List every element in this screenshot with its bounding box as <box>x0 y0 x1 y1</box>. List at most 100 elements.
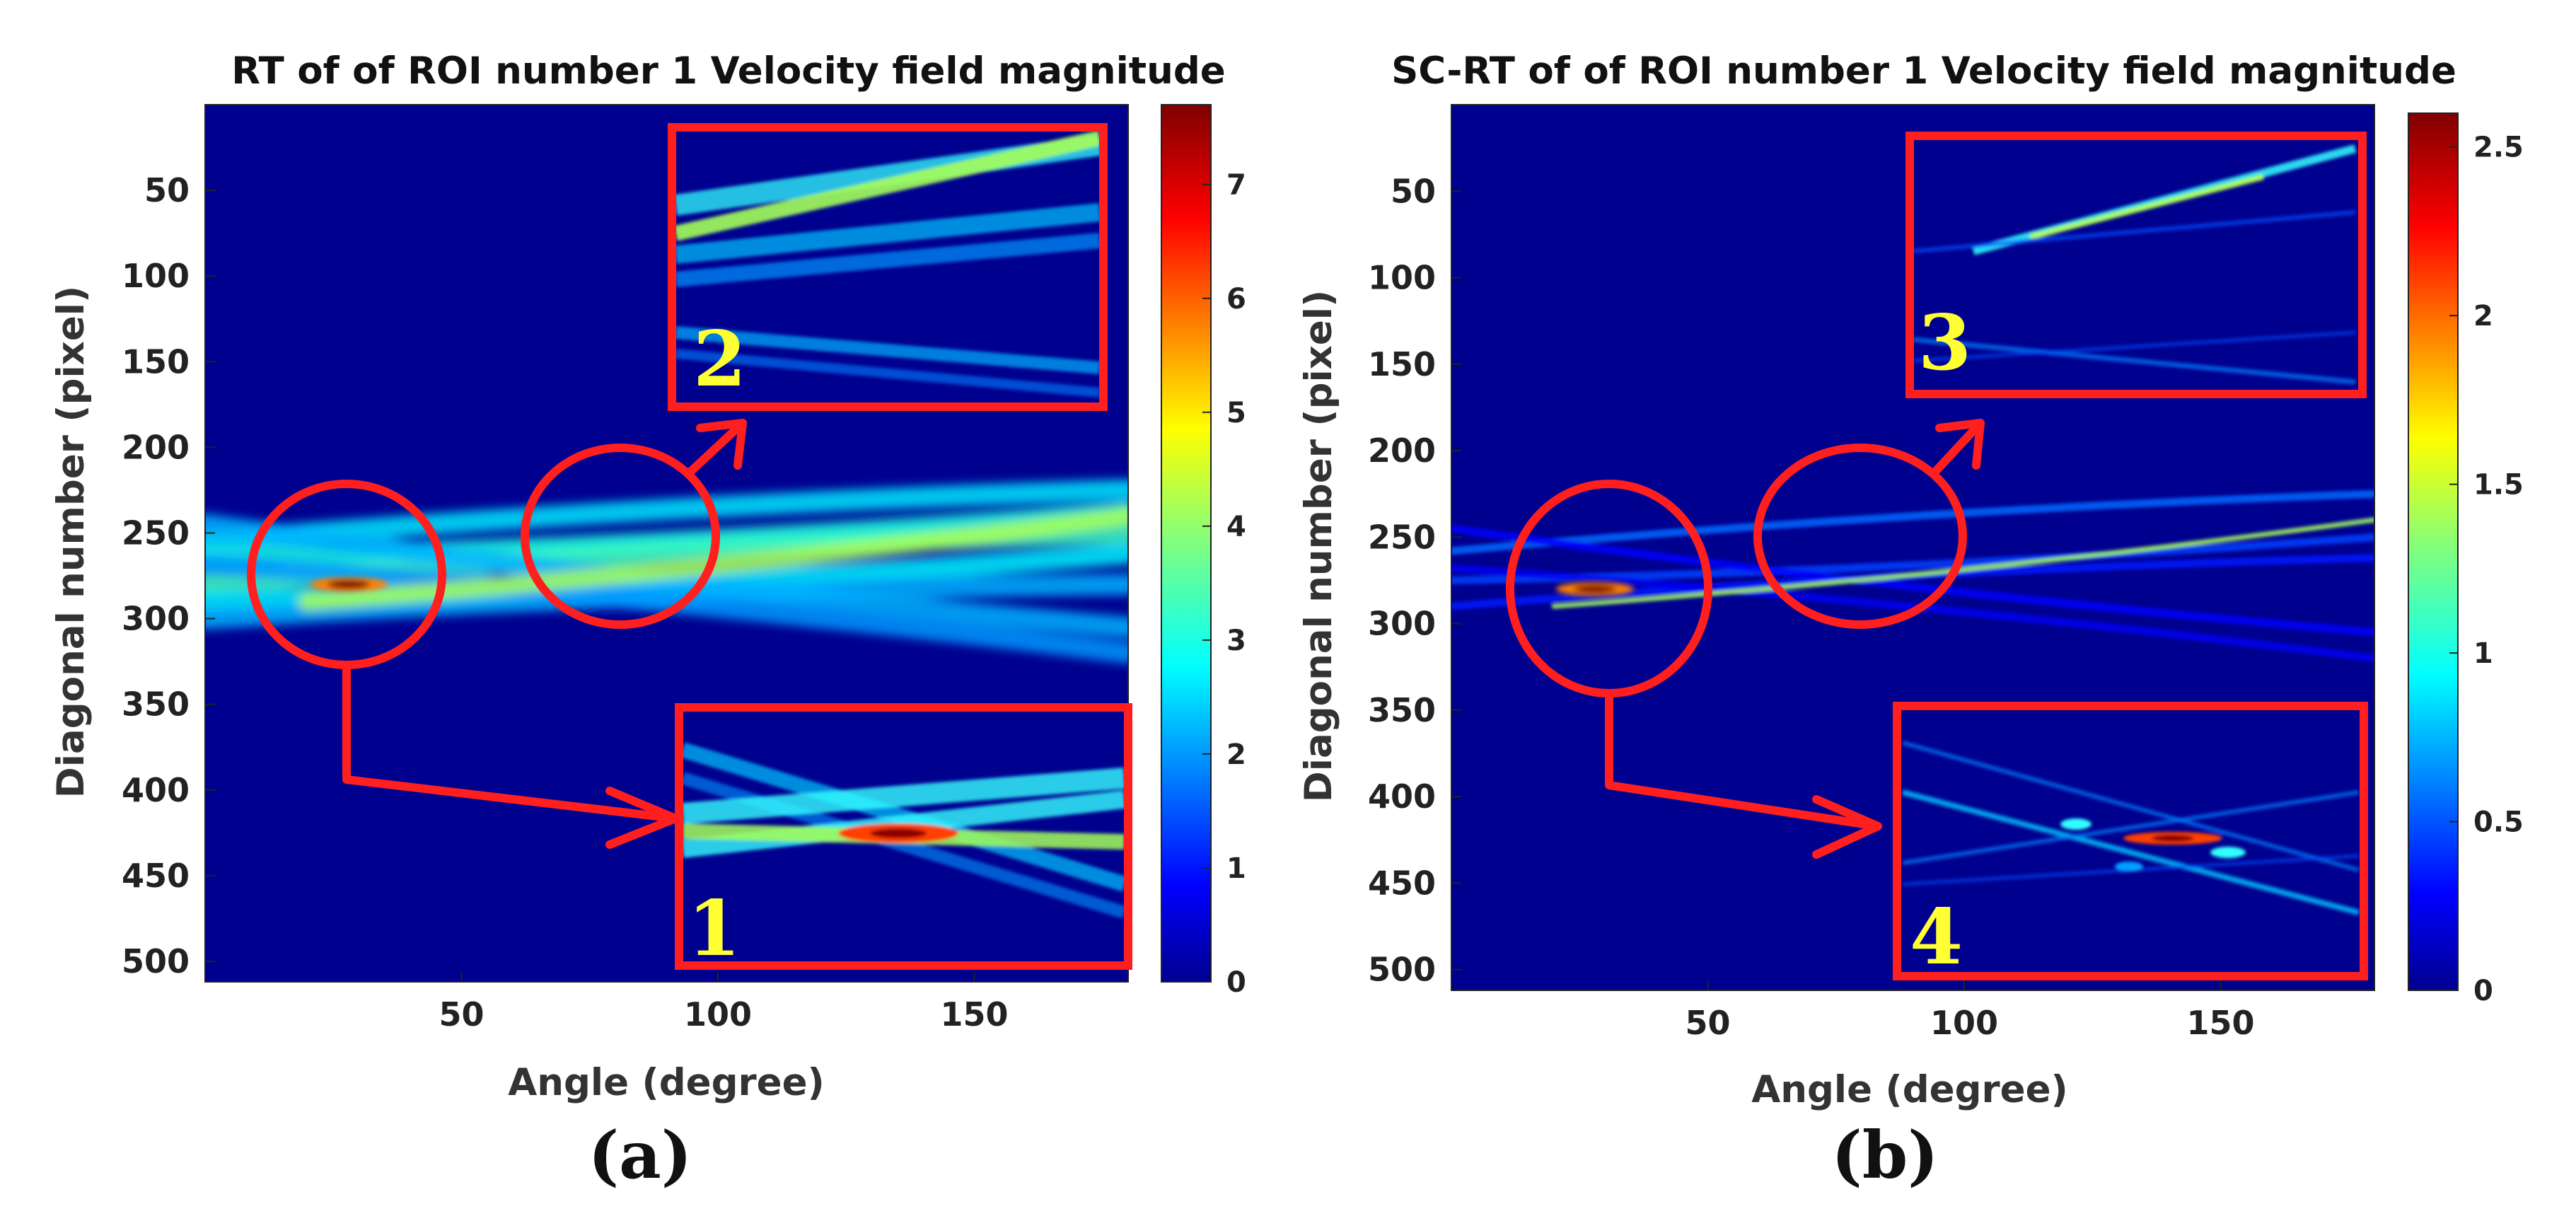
inset-number: 1 <box>687 884 741 973</box>
y-tick-label: 150 <box>122 342 190 381</box>
colorbar-ticks: 0 0.5 1 1.5 2 2.5 <box>2449 132 2524 1007</box>
band-line <box>205 514 1128 638</box>
x-axis-label: Angle (degree) <box>508 1061 825 1104</box>
y-tick-label: 350 <box>122 685 190 724</box>
inset-content <box>1901 741 2360 915</box>
y-tick-label: 100 <box>122 257 190 295</box>
circle-marker <box>521 444 720 629</box>
x-tick-label: 100 <box>1930 1004 1998 1042</box>
y-tick-label: 450 <box>122 857 190 895</box>
colorbar-tick-label: 5 <box>1226 397 1246 429</box>
inset-number: 2 <box>693 315 746 404</box>
x-tick-label: 50 <box>439 995 484 1033</box>
plot-frame <box>204 104 1129 983</box>
colorbar-tick-label: 0 <box>1226 966 1246 999</box>
callouts <box>1506 419 1985 859</box>
y-tick-label: 300 <box>122 600 190 638</box>
inset-band <box>681 768 1126 824</box>
panel-a: RT of of ROI number 1 Velocity field mag… <box>50 50 1246 1193</box>
arrow-line <box>1605 689 1882 830</box>
y-axis-label: Diagonal number (pixel) <box>50 286 93 798</box>
inset-blob <box>2210 847 2246 858</box>
band-line <box>1451 490 2374 555</box>
y-tick-label: 50 <box>144 171 190 209</box>
arrow-head <box>1812 795 1882 859</box>
peak-group <box>1556 581 1634 596</box>
colorbar-tick-label: 1.5 <box>2473 469 2524 502</box>
inset-frame <box>668 123 1108 411</box>
inset-content <box>1913 144 2357 385</box>
colorbar <box>2408 112 2459 991</box>
inset-number: 3 <box>1918 299 1971 388</box>
y-tick-label: 150 <box>1368 345 1436 383</box>
y-tick-label: 300 <box>1368 605 1436 643</box>
x-axis-ticks: 50 100 150 <box>439 972 1009 1033</box>
y-axis-ticks: 50 100 150 200 250 300 350 400 450 500 <box>122 171 215 980</box>
y-axis-label: Diagonal number (pixel) <box>1297 290 1340 802</box>
inset-peak-core <box>870 828 927 838</box>
inset-background <box>1910 136 2362 394</box>
colorbar-tick-label: 0.5 <box>2473 806 2524 839</box>
colorbar-tick-label: 2 <box>1226 739 1246 771</box>
colorbar-tick-label: 7 <box>1226 169 1246 202</box>
colorbar-tick-label: 3 <box>1226 625 1246 657</box>
panel-label: (a) <box>588 1117 692 1193</box>
peak-marker <box>1574 584 1616 593</box>
inset-band <box>1902 741 2360 872</box>
y-tick-label: 200 <box>1368 432 1436 470</box>
colorbar-ticks: 0 1 2 3 4 5 6 7 <box>1202 169 1246 999</box>
panel-b: SC-RT of of ROI number 1 Velocity field … <box>1297 50 2524 1193</box>
inset-frame <box>675 703 1132 970</box>
band-line <box>1551 517 2374 609</box>
y-tick-label: 250 <box>122 514 190 552</box>
colorbar-tick-label: 0 <box>2473 975 2493 1007</box>
x-tick-label: 150 <box>2186 1004 2254 1042</box>
y-tick-label: 50 <box>1391 172 1436 210</box>
inset-band <box>674 203 1101 264</box>
arrow-line <box>685 419 747 477</box>
chart-title: SC-RT of of ROI number 1 Velocity field … <box>1391 50 2456 93</box>
x-tick-label: 50 <box>1685 1004 1730 1042</box>
x-axis-ticks: 50 100 150 <box>1685 980 2255 1042</box>
colorbar-tick-label: 4 <box>1226 511 1246 543</box>
inset-blob <box>2115 862 2143 872</box>
band-line <box>298 506 1128 611</box>
inset-band <box>2029 174 2264 240</box>
arrow-head <box>696 419 747 470</box>
arrow-head <box>1935 419 1985 470</box>
y-axis-ticks: 50 100 150 200 250 300 350 400 450 500 <box>1368 172 1461 989</box>
inset-2: 2 <box>668 123 1108 411</box>
inset-band <box>1913 210 2356 253</box>
y-tick-label: 500 <box>122 942 190 980</box>
y-tick-label: 100 <box>1368 259 1436 297</box>
band-line <box>1451 564 2374 662</box>
x-tick-label: 150 <box>940 995 1008 1033</box>
peak-group <box>310 577 388 592</box>
x-axis-label: Angle (degree) <box>1751 1068 2068 1111</box>
panel-label: (b) <box>1831 1117 1938 1193</box>
inset-frame <box>1893 702 2368 980</box>
colorbar-tick-label: 2 <box>2473 300 2493 332</box>
colorbar <box>1161 104 1212 983</box>
inset-band <box>675 349 1101 398</box>
inset-band <box>673 130 1102 241</box>
inset-1: 1 <box>675 703 1132 973</box>
inset-band <box>674 233 1101 287</box>
arrow-head <box>605 787 680 849</box>
circle-marker <box>1753 444 1967 629</box>
band-line <box>205 553 1128 664</box>
arrow-line <box>1930 419 1985 477</box>
band-line <box>205 479 1128 552</box>
inset-band <box>1901 789 2360 915</box>
y-tick-label: 350 <box>1368 691 1436 729</box>
arrow-line <box>342 661 680 823</box>
inset-4: 4 <box>1893 702 2368 982</box>
inset-number: 4 <box>1910 893 1963 982</box>
callouts <box>247 419 747 849</box>
inset-peak-core <box>2152 835 2194 842</box>
inset-frame <box>1905 132 2367 398</box>
colorbar-tick-label: 2.5 <box>2473 132 2524 164</box>
colorbar-tick-label: 6 <box>1226 283 1246 315</box>
